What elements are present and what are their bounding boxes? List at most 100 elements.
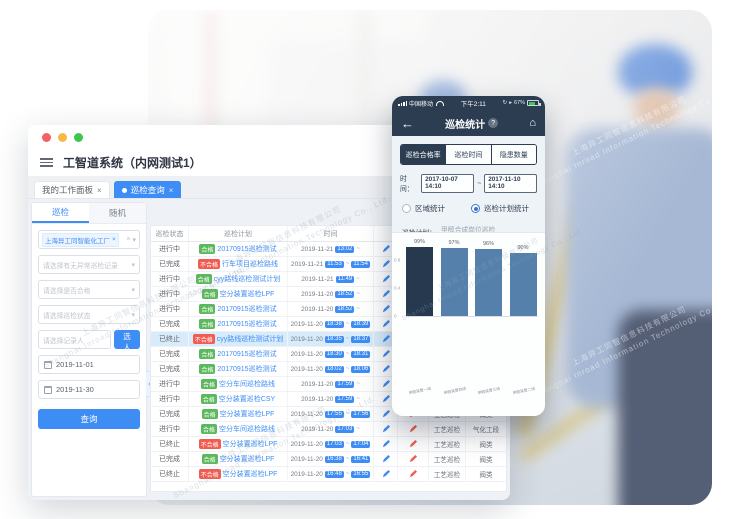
plan-link[interactable]: 20170915巡检测试 [217, 321, 277, 328]
start-time-badge[interactable]: 18:02 [324, 365, 344, 373]
segment-tab[interactable]: 巡检时间 [446, 145, 492, 164]
sidebar-tab[interactable]: 巡检 [32, 203, 89, 223]
radio-option[interactable]: 巡检计划统计 [471, 203, 529, 214]
back-icon[interactable]: ← [401, 115, 414, 131]
plan-link[interactable]: 空分装置巡检LPF [222, 471, 278, 478]
start-time-badge[interactable]: 16:38 [324, 455, 344, 463]
end-time-badge[interactable]: 18:37 [351, 335, 371, 343]
start-time-badge[interactable]: 18:30 [324, 350, 344, 358]
start-time-badge[interactable]: 11:53 [325, 260, 344, 268]
help-icon[interactable]: ? [488, 118, 499, 128]
radio-option[interactable]: 区域统计 [402, 203, 445, 214]
status-cell: 已完成 [151, 317, 189, 331]
close-tab-icon[interactable]: × [168, 185, 174, 195]
start-time-badge[interactable]: 17:59 [335, 380, 355, 388]
filter-select[interactable]: 请选择有无异常巡检记录 ▾ [38, 255, 140, 274]
start-time-badge[interactable]: 17:03 [335, 425, 355, 433]
start-time-badge[interactable]: 17:59 [335, 395, 355, 403]
query-button[interactable]: 查询 [38, 409, 140, 429]
org-chip[interactable]: 上海异工同智能化工厂 × [42, 232, 119, 247]
start-time-badge[interactable]: 18:38 [324, 320, 344, 328]
filter-select[interactable]: 请选择巡检状态 ▾ [38, 305, 140, 324]
sign-icon[interactable] [398, 422, 429, 436]
minimize-window-button[interactable] [58, 132, 67, 142]
end-time-badge[interactable]: 17:04 [351, 440, 371, 448]
close-window-button[interactable] [42, 132, 51, 142]
end-time-badge[interactable]: 18:31 [351, 350, 371, 358]
end-time-badge[interactable]: 16:41 [351, 455, 371, 463]
plan-link[interactable]: 20170915巡检测试 [217, 306, 277, 313]
start-time-badge[interactable]: 11:49 [335, 275, 355, 283]
from-datetime-input[interactable]: 2017-10-07 14:10 [421, 173, 475, 193]
sign-icon[interactable] [398, 452, 429, 466]
table-row[interactable]: 已完成 不合格 行车项目巡检路线 2019-11-21 11:53 ~ 11:5… [151, 257, 506, 272]
table-row[interactable]: 进行中 合格 空分车间巡检路线 2019-11-20 17:03 ~ [151, 422, 506, 437]
sign-icon[interactable] [398, 467, 429, 481]
home-icon[interactable]: ⌂ [529, 117, 536, 129]
start-date-input[interactable]: 2019-11-01 [38, 355, 140, 374]
table-row[interactable]: 已完成 合格 空分装置巡检LPF 2019-11-20 16:38 ~ 16:4… [151, 452, 506, 467]
start-time-badge[interactable]: 17:03 [324, 440, 344, 448]
pick-person-button[interactable]: 选人 [114, 330, 140, 352]
workspace-tab[interactable]: 我的工作面板 × [34, 181, 110, 198]
table-row[interactable]: 进行中 合格 20170915巡检测试 2019-11-20 18:52 ~ [151, 302, 506, 317]
date-text: 2019-11-20 [290, 470, 323, 478]
end-time-badge[interactable]: 18:06 [351, 365, 371, 373]
end-time-badge[interactable]: 16:55 [351, 470, 371, 478]
plan-link[interactable]: cyy路线巡检测试计划 [216, 336, 284, 343]
filter-select[interactable]: 请选择是否合格 ▾ [38, 280, 140, 299]
plan-link[interactable]: 空分装置巡检CSY [218, 396, 276, 403]
start-time-badge[interactable]: 18:35 [324, 335, 344, 343]
plan-link[interactable]: 空分车间巡检路线 [219, 381, 275, 388]
plan-link[interactable]: 空分装置巡检LPF [222, 441, 278, 448]
bar[interactable] [475, 248, 502, 316]
edit-icon[interactable] [374, 422, 398, 436]
recorder-input[interactable]: 请选择记录人 [38, 330, 111, 349]
plan-link[interactable]: 20170915巡检测试 [217, 366, 277, 373]
sign-icon[interactable] [398, 437, 429, 451]
chip-remove-icon[interactable]: × [112, 236, 116, 243]
plan-link[interactable]: 行车项目巡检路线 [222, 261, 278, 268]
bar[interactable] [406, 246, 433, 316]
end-date-input[interactable]: 2019-11-30 [38, 380, 140, 399]
workspace-tab[interactable]: 巡检查询 × [113, 181, 182, 198]
plan-link[interactable]: 空分装置巡检LPF [219, 456, 275, 463]
org-select[interactable]: 上海异工同智能化工厂 × × ▾ [38, 230, 140, 249]
table-row[interactable]: 已终止 不合格 空分装置巡检LPF 2019-11-20 17:03 ~ 17:… [151, 437, 506, 452]
table-row[interactable]: 进行中 合格 cyy路线巡检测试计划 2019-11-21 11:49 ~ [151, 272, 506, 287]
plan-link[interactable]: 空分装置巡检LPF [219, 411, 275, 418]
segment-tab[interactable]: 隐患数量 [491, 145, 536, 164]
plan-link[interactable]: 空分车间巡检路线 [219, 426, 275, 433]
start-time-badge[interactable]: 16:48 [324, 470, 344, 478]
plan-link[interactable]: cyy路线巡检测试计划 [213, 276, 281, 283]
start-time-badge[interactable]: 17:55 [324, 410, 344, 418]
plan-link[interactable]: 空分装置巡检LPF [219, 291, 275, 298]
table-row[interactable]: 进行中 合格 空分车间巡检路线 2019-11-20 17:59 ~ [151, 377, 506, 392]
plan-link[interactable]: 20170915巡检测试 [217, 246, 277, 253]
start-time-badge[interactable]: 18:52 [335, 290, 355, 298]
table-row[interactable]: 进行中 合格 空分装置巡检CSY 2019-11-20 17:59 ~ [151, 392, 506, 407]
zoom-window-button[interactable] [74, 132, 83, 142]
end-time-badge[interactable]: 17:56 [351, 410, 371, 418]
sidebar-tab[interactable]: 随机 [89, 203, 146, 223]
chevron-down-icon[interactable]: ▾ [132, 236, 136, 244]
plan-link[interactable]: 20170915巡检测试 [217, 351, 277, 358]
edit-icon[interactable] [374, 467, 398, 481]
menu-icon[interactable] [40, 158, 53, 167]
edit-icon[interactable] [374, 437, 398, 451]
bar[interactable] [509, 253, 537, 316]
table-row[interactable]: 已完成 合格 20170915巡检测试 2019-11-20 18:02 ~ 1… [151, 362, 506, 377]
to-datetime-input[interactable]: 2017-11-10 14:10 [484, 173, 537, 193]
close-tab-icon[interactable]: × [97, 185, 102, 195]
end-time-badge[interactable]: 18:39 [351, 320, 371, 328]
end-time-badge[interactable]: 11:54 [351, 260, 370, 268]
start-time-badge[interactable]: 18:52 [335, 305, 355, 313]
table-row[interactable]: 已终止 不合格 空分装置巡检LPF 2019-11-20 16:48 ~ 16:… [151, 467, 506, 482]
edit-icon[interactable] [374, 452, 398, 466]
bar[interactable] [440, 248, 468, 316]
table-row[interactable]: 已完成 合格 20170915巡检测试 2019-11-20 18:38 ~ 1… [151, 317, 506, 332]
segment-tab[interactable]: 巡检合格率 [401, 145, 447, 164]
table-row[interactable]: 进行中 合格 空分装置巡检LPF 2019-11-20 18:52 ~ [151, 287, 506, 302]
start-time-badge[interactable]: 13:02 [335, 245, 355, 253]
clear-icon[interactable]: × [126, 236, 131, 243]
